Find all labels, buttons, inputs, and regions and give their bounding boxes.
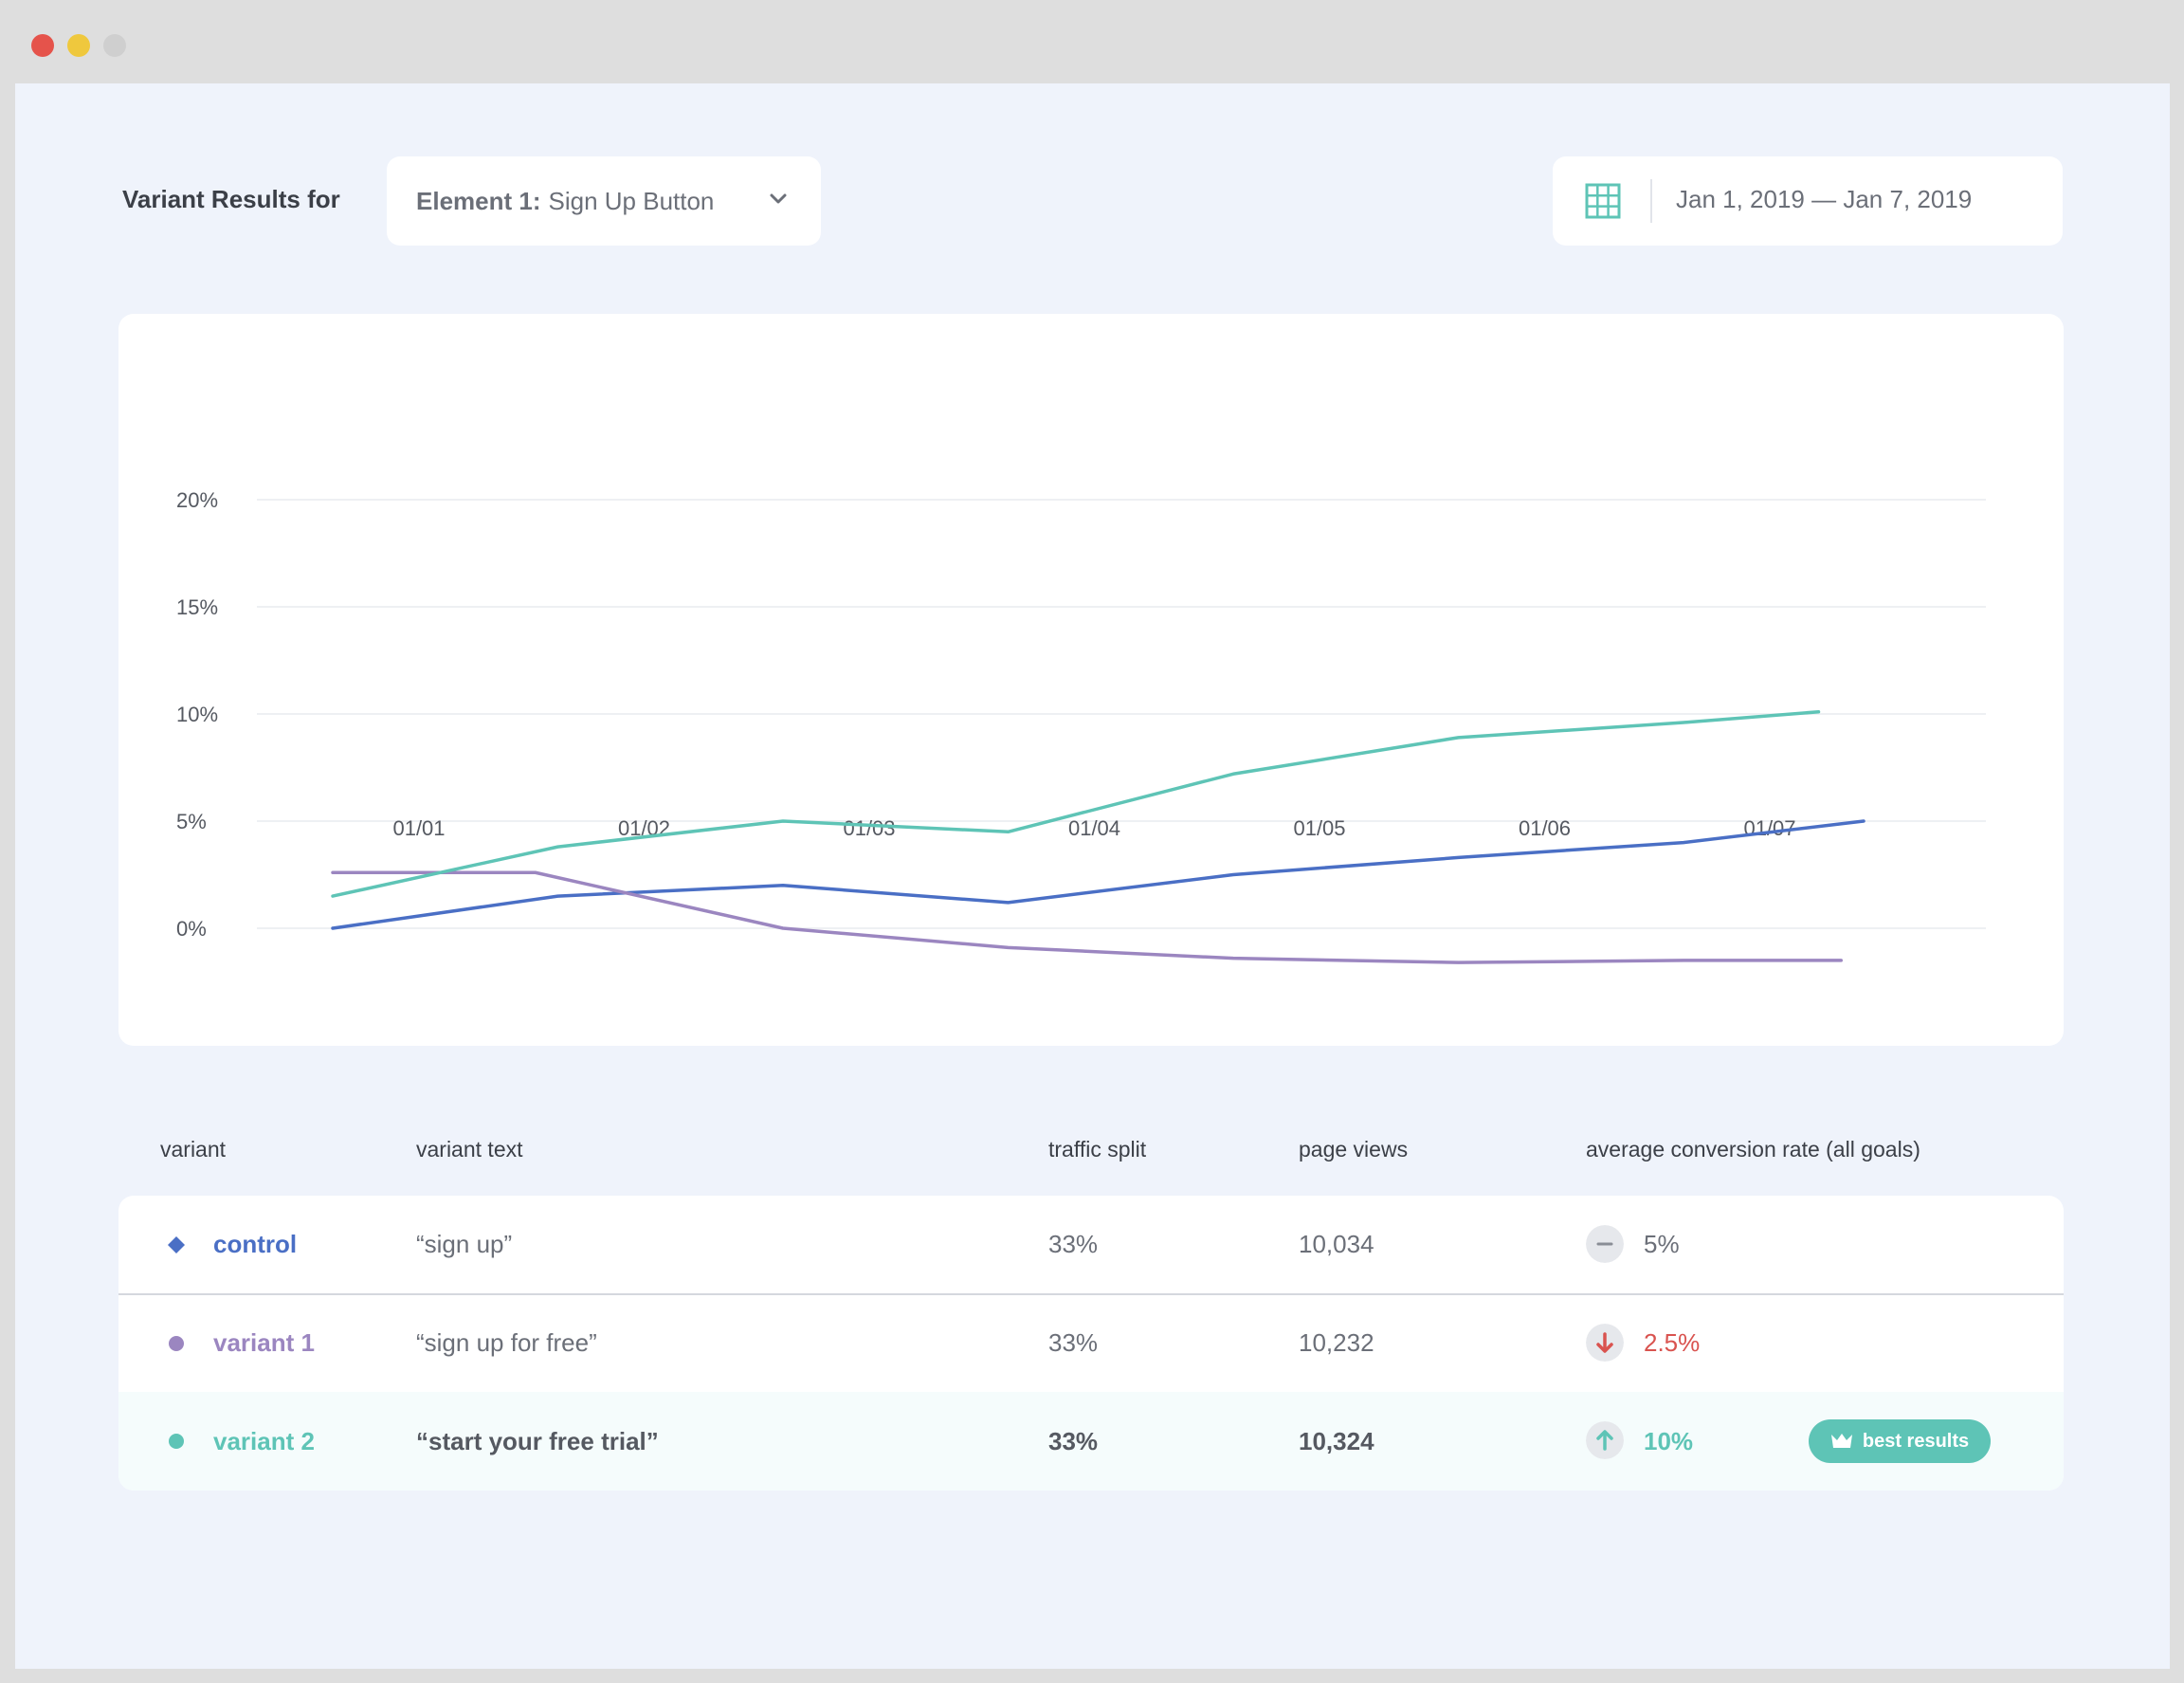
best-results-badge: best results <box>1809 1419 1991 1463</box>
element-select-prefix: Element 1: <box>416 186 541 215</box>
table-row[interactable]: variant 1 “sign up for free” 33% 10,232 … <box>118 1294 2064 1393</box>
conversion-rate: 2.5% <box>1644 1328 1701 1357</box>
diamond-icon <box>168 1236 185 1253</box>
column-header-variant: variant <box>160 1137 227 1162</box>
y-tick-label: 5% <box>176 810 207 833</box>
x-tick-label: 01/01 <box>392 816 445 840</box>
traffic-split: 33% <box>1048 1328 1099 1357</box>
page-views: 10,232 <box>1299 1328 1374 1357</box>
variant-name[interactable]: variant 1 <box>213 1328 315 1357</box>
date-range-text: Jan 1, 2019 — Jan 7, 2019 <box>1676 185 1973 213</box>
arrow-up-icon <box>1586 1421 1624 1459</box>
crown-icon <box>1830 1434 1852 1448</box>
x-tick-label: 01/06 <box>1519 816 1571 840</box>
minus-circle-icon <box>1586 1225 1624 1263</box>
variant-name[interactable]: control <box>213 1230 298 1258</box>
variants-table: control “sign up” 33% 10,034 5% variant … <box>118 1196 2064 1491</box>
series-line-variant1 <box>331 870 1843 964</box>
circle-dot-icon <box>169 1336 184 1351</box>
conversion-line-chart: 20%15%10%5%0%01/01 01/02 01/03 01/04 01/05 01… <box>176 488 1986 964</box>
variant-text: “start your free trial” <box>416 1426 659 1455</box>
chart-card: 20% 15% 10% 5% 0% 01/01 01/02 01/03 01/04 01/05 01… <box>118 314 2064 1046</box>
minimize-window-button[interactable] <box>67 34 90 57</box>
maximize-window-button[interactable] <box>103 34 126 57</box>
chevron-down-icon <box>770 193 787 204</box>
variant-text: “sign up for free” <box>416 1328 597 1357</box>
circle-dot-icon <box>169 1434 184 1449</box>
y-tick-label: 0% <box>176 917 207 941</box>
y-tick-label: 15% <box>176 595 218 619</box>
conversion-rate: 5% <box>1644 1230 1680 1258</box>
conversion-rate: 10% <box>1644 1426 1694 1455</box>
column-header-page-views: page views <box>1299 1137 1409 1162</box>
x-tick-label: 01/07 <box>1743 816 1795 840</box>
badge-label: best results <box>1862 1430 1970 1452</box>
column-header-conversion: average conversion rate (all goals) <box>1586 1137 1920 1162</box>
results-label: Variant Results for <box>122 185 340 213</box>
x-tick-label: 01/04 <box>1068 816 1120 840</box>
x-tick-label: 01/05 <box>1293 816 1345 840</box>
series-line-control <box>331 819 1866 930</box>
arrow-down-icon <box>1586 1324 1624 1362</box>
variant-name[interactable]: variant 2 <box>213 1426 315 1455</box>
y-tick-label: 10% <box>176 703 218 726</box>
element-select-value: Sign Up Button <box>548 186 715 215</box>
series-line-variant2 <box>331 709 1821 898</box>
table-row[interactable]: variant 2 “start your free trial” 33% 10… <box>118 1392 2064 1491</box>
traffic-split: 33% <box>1048 1426 1099 1455</box>
close-window-button[interactable] <box>31 34 54 57</box>
title-bar <box>0 0 2184 83</box>
date-picker-divider <box>1650 179 1652 223</box>
variant-text: “sign up” <box>416 1230 513 1258</box>
traffic-split: 33% <box>1048 1230 1099 1258</box>
x-tick-label: 01/03 <box>843 816 895 840</box>
y-tick-label: 20% <box>176 488 218 512</box>
element-select[interactable]: Element 1: Sign Up Button <box>387 156 821 246</box>
calendar-grid-icon <box>1585 183 1621 219</box>
page-content: Variant Results for Element 1: Sign Up B… <box>15 83 2170 1669</box>
page-views: 10,034 <box>1299 1230 1374 1258</box>
column-header-variant-text: variant text <box>416 1137 523 1162</box>
table-row[interactable]: control “sign up” 33% 10,034 5% <box>118 1196 2064 1295</box>
page-views: 10,324 <box>1299 1426 1374 1455</box>
date-range-picker[interactable]: Jan 1, 2019 — Jan 7, 2019 <box>1553 156 2063 246</box>
column-header-traffic-split: traffic split <box>1048 1137 1147 1162</box>
